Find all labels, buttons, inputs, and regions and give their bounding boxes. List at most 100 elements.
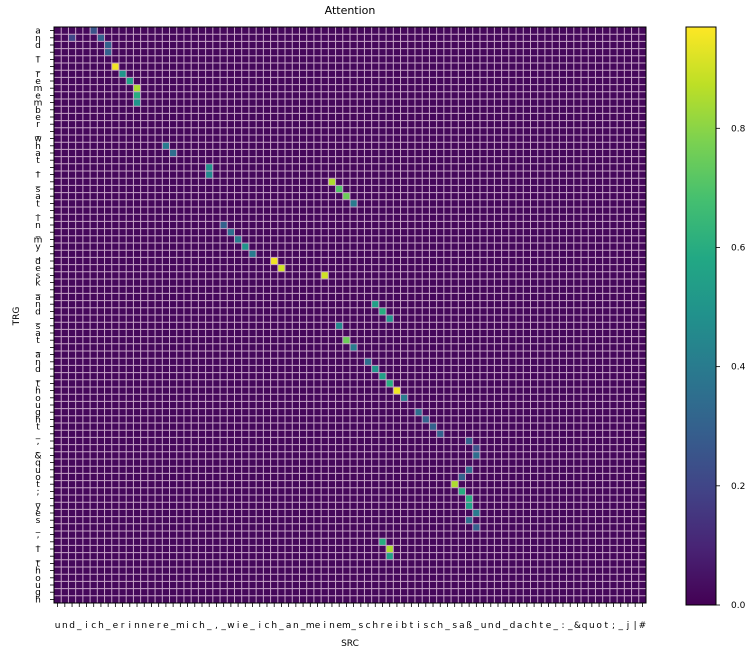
heatmap-cell: [465, 516, 473, 524]
x-tick-label: #: [639, 621, 647, 631]
y-tick-label: e: [35, 509, 41, 519]
x-tick-label: e: [149, 621, 155, 631]
x-tick-label: w: [227, 621, 234, 631]
y-tick-label: w: [34, 135, 41, 145]
heatmap-cell: [350, 343, 358, 351]
y-tick-label: _: [35, 178, 41, 188]
heatmap-cell: [371, 300, 379, 308]
heatmap-cell: [465, 502, 473, 510]
colorbar-tick-label: 0.0: [731, 601, 746, 611]
y-tick-label: h: [35, 142, 41, 152]
y-tick-label: m: [34, 84, 43, 94]
y-tick-label: d: [35, 307, 41, 317]
y-tick-label: a: [35, 192, 41, 202]
y-tick-label: d: [35, 365, 41, 375]
x-tick-label: |: [634, 621, 637, 631]
y-tick-label: b: [35, 106, 41, 116]
y-tick-label: a: [35, 351, 41, 361]
heatmap-cell: [429, 423, 437, 431]
heatmap-cell: [68, 34, 76, 42]
y-tick-label: y: [35, 243, 41, 253]
y-axis-label: TRG: [12, 307, 22, 327]
y-tick-label: h: [35, 595, 41, 605]
x-tick-label: e: [387, 621, 393, 631]
x-tick-label: c: [91, 621, 96, 631]
x-tick-label: s: [452, 621, 457, 631]
x-tick-label: m: [342, 621, 351, 631]
x-tick-label: r: [381, 621, 385, 631]
y-tick-label: n: [35, 300, 41, 310]
x-tick-label: &: [574, 621, 581, 631]
heatmap-cell: [472, 523, 480, 531]
y-tick-label: s: [36, 322, 41, 332]
heatmap-cell: [350, 199, 358, 207]
x-tick-label: o: [596, 621, 602, 631]
x-tick-label: h: [372, 621, 378, 631]
x-tick-label: i: [417, 621, 420, 631]
x-axis-label: SRC: [341, 639, 359, 649]
x-tick-label: u: [481, 621, 487, 631]
x-tick-label: h: [531, 621, 537, 631]
x-tick-label: h: [437, 621, 443, 631]
y-tick-label: t: [36, 156, 40, 166]
y-tick-label: t: [36, 423, 40, 433]
y-tick-label: &: [34, 451, 41, 461]
heatmap-cell: [342, 192, 350, 200]
y-tick-label: I: [37, 545, 40, 555]
x-tick-label: ;: [612, 621, 615, 631]
y-tick-label: t: [36, 199, 40, 209]
x-tick-label: i: [258, 621, 261, 631]
y-tick-label: a: [35, 293, 41, 303]
x-tick-label: _: [105, 621, 111, 631]
x-tick-label: _: [553, 621, 559, 631]
colorbar-tick-label: 0.6: [731, 243, 746, 253]
heatmap-cell: [205, 171, 213, 179]
x-tick-label: _: [473, 621, 479, 631]
y-tick-label: g: [35, 588, 41, 598]
y-tick-label: _: [35, 552, 41, 562]
heatmap-cell: [378, 307, 387, 315]
x-tick-label: _: [502, 621, 508, 631]
colorbar-tick-label: 0.2: [731, 482, 745, 492]
y-tick-label: _: [35, 430, 41, 440]
y-tick-label: _: [35, 538, 41, 548]
x-tick-label: e: [243, 621, 249, 631]
chart-title: Attention: [325, 4, 376, 17]
x-tick-label: b: [401, 621, 407, 631]
y-tick-label: e: [35, 77, 41, 87]
x-tick-label: a: [459, 621, 465, 631]
y-tick-label: y: [35, 502, 41, 512]
y-tick-label: o: [35, 394, 41, 404]
heatmap-cell: [97, 34, 105, 42]
heatmap-cell: [104, 41, 112, 49]
y-tick-label: _: [35, 163, 41, 173]
x-tick-label: _: [350, 621, 356, 631]
x-tick-label: n: [329, 621, 335, 631]
y-tick-label: m: [34, 235, 43, 245]
x-tick-label: c: [192, 621, 197, 631]
colorbar-ticks: 0.0 0.2 0.4 0.6 0.8: [716, 124, 746, 611]
y-tick-label: k: [35, 279, 41, 289]
x-tick-label: c: [264, 621, 269, 631]
y-tick-label: n: [35, 221, 41, 231]
x-tick-label: e: [546, 621, 552, 631]
heatmap-cell: [126, 77, 134, 85]
heatmap-cell: [472, 444, 480, 452]
y-tick-label: d: [35, 257, 41, 267]
y-axis-ticks: and_I_remember_what_I_sat_in_my_desk_and…: [34, 27, 54, 605]
heatmap-cell: [227, 228, 235, 236]
x-tick-label: u: [589, 621, 595, 631]
y-tick-label: _: [35, 343, 41, 353]
y-tick-label: o: [35, 574, 41, 584]
y-tick-label: _: [35, 48, 41, 58]
y-tick-label: g: [35, 408, 41, 418]
heatmap-cell: [451, 480, 459, 488]
y-tick-label: s: [36, 185, 41, 195]
x-tick-label: _: [278, 621, 284, 631]
y-tick-label: _: [35, 315, 41, 325]
x-tick-label: r: [157, 621, 161, 631]
heatmap-cell: [465, 495, 473, 503]
heatmap-cell: [472, 451, 480, 459]
heatmap-cell: [414, 408, 423, 416]
